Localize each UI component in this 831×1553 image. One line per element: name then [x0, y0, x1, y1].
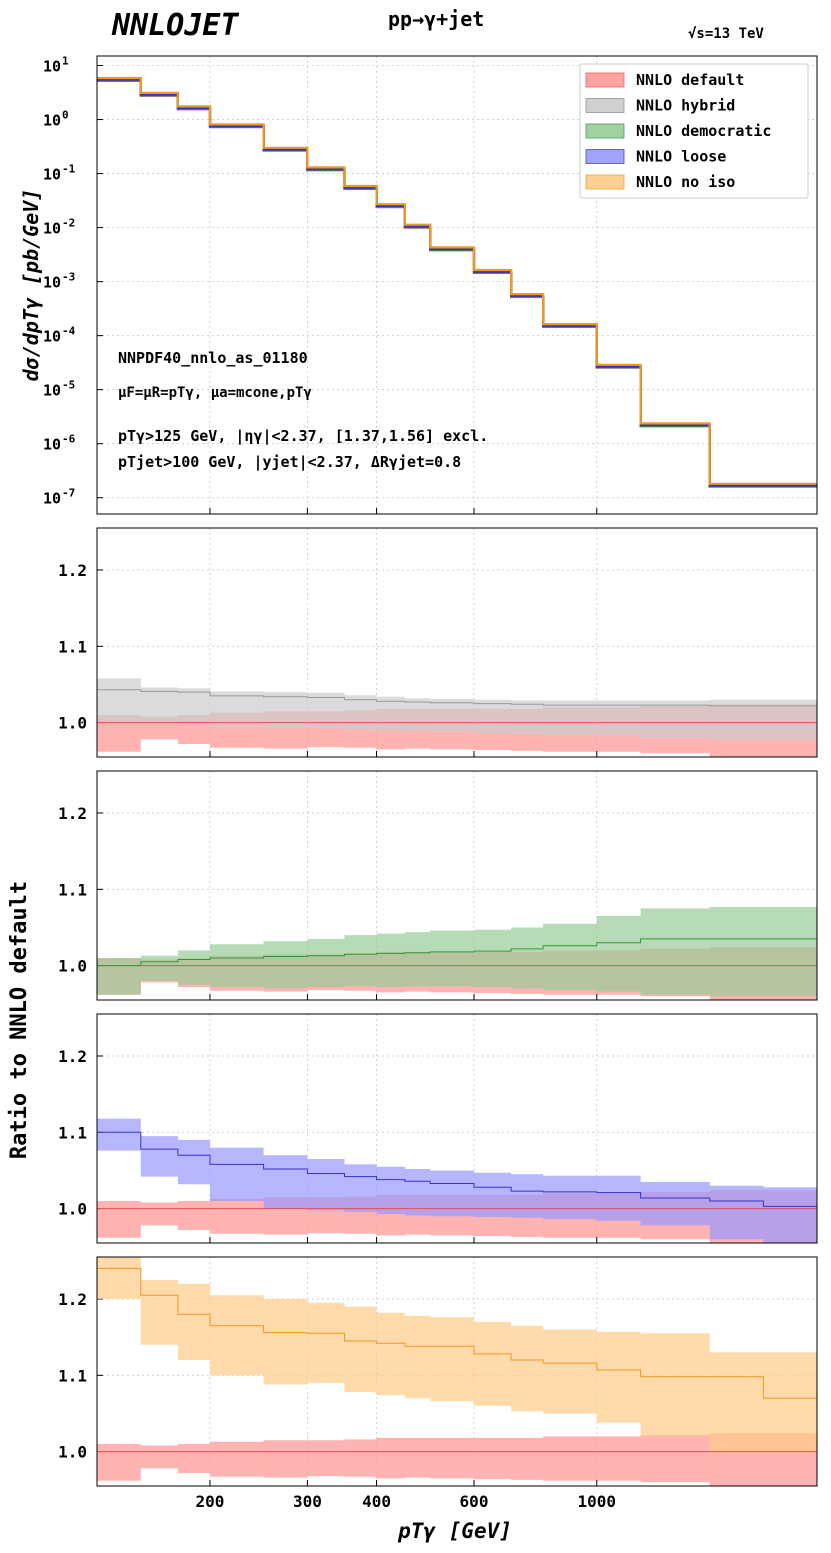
- y-tick-label: 1.0: [58, 714, 87, 733]
- top-panel-frame: [96, 55, 818, 515]
- y-axis-label-top: dσ/dpTγ [pb/GeV]: [19, 189, 43, 382]
- ratio-panel-frame: [96, 1013, 818, 1244]
- photon-cuts-annotation: pTγ>125 GeV, |ηγ|<2.37, [1.37,1.56] excl…: [118, 427, 488, 446]
- ratio-panel-frame: [96, 770, 818, 1001]
- y-tick-exponent: -6: [62, 433, 76, 446]
- y-tick-label: 10: [43, 436, 61, 454]
- y-tick-exponent: -1: [62, 163, 76, 176]
- y-tick-exponent: 0: [62, 109, 69, 122]
- y-tick-exponent: -3: [62, 271, 75, 284]
- ratio-panel-no-iso: 1.0 1.1 1.2 200 300 400 600 1000: [58, 1256, 818, 1511]
- variant-line: [97, 1131, 817, 1207]
- legend-label: NNLO hybrid: [636, 97, 735, 115]
- ratio-panel-democratic: 1.0 1.1 1.2: [58, 770, 818, 1001]
- variant-line: [97, 689, 817, 707]
- y-tick-label: 10: [43, 220, 61, 238]
- variant-line: [97, 938, 817, 967]
- variant-band: [97, 1118, 817, 1243]
- y-tick-label: 1.0: [58, 1443, 87, 1462]
- energy-label: √s=13 TeV: [688, 26, 764, 42]
- y-tick-label: 1.2: [58, 804, 87, 823]
- legend-swatch: [585, 72, 625, 88]
- ratio-bands: [97, 678, 817, 757]
- legend-swatch: [585, 98, 625, 113]
- x-tick-label: 400: [362, 1492, 391, 1511]
- y-tick-exponent: -5: [62, 379, 75, 392]
- process-title: pp→γ+jet: [388, 7, 484, 31]
- y-tick-label: 10: [43, 382, 61, 400]
- legend-label: NNLO default: [636, 71, 744, 89]
- y-tick-label: 10: [43, 490, 61, 508]
- y-tick-label: 1.1: [58, 1366, 87, 1385]
- x-axis-label: pTγ [GeV]: [397, 1519, 512, 1543]
- jet-cuts-annotation: pTjet>100 GeV, |yjet|<2.37, ΔRγjet=0.8: [118, 453, 461, 472]
- y-tick-label: 10: [43, 328, 61, 346]
- legend: NNLO default NNLO hybrid NNLO democratic NN…: [579, 63, 809, 199]
- y-tick-label: 10: [43, 274, 61, 292]
- y-tick-label: 1.2: [58, 1047, 87, 1066]
- y-tick-label: 10: [43, 58, 61, 76]
- y-tick-exponent: -4: [62, 325, 76, 338]
- legend-box: [579, 63, 809, 199]
- y-tick-label: 1.2: [58, 1290, 87, 1309]
- variant-band: [97, 1257, 817, 1454]
- ratio-panel-hybrid: 1.0 1.1 1.2: [58, 527, 818, 758]
- x-tick-label: 300: [293, 1492, 322, 1511]
- y-axis-label-ratio: Ratio to NNLO default: [7, 881, 32, 1159]
- legend-label: NNLO loose: [636, 148, 726, 166]
- x-tick-label: 1000: [578, 1492, 617, 1511]
- y-tick-label: 1.2: [58, 561, 87, 580]
- reference-band: [97, 1433, 817, 1486]
- ratio-bands: [97, 906, 817, 1000]
- legend-swatch: [585, 123, 625, 139]
- brand-title: NNLOJET: [111, 8, 239, 43]
- legend-label: NNLO democratic: [636, 122, 771, 140]
- x-tick-label: 600: [460, 1492, 489, 1511]
- legend-swatch: [585, 149, 625, 164]
- y-tick-label: 1.1: [58, 637, 87, 656]
- ratio-bands: [97, 1257, 817, 1486]
- y-tick-label: 10: [43, 166, 61, 184]
- variant-line: [97, 1267, 817, 1399]
- y-tick-label: 10: [43, 112, 61, 130]
- spectrum-series: [97, 76, 817, 488]
- legend-label: NNLO no iso: [636, 173, 735, 191]
- y-tick-label: 1.0: [58, 1200, 87, 1219]
- pdf-annotation: NNPDF40_nnlo_as_01180: [118, 349, 308, 367]
- y-tick-exponent: -7: [62, 487, 75, 500]
- ratio-panel-frame: [96, 1256, 818, 1487]
- ratio-panel-loose: 1.0 1.1 1.2: [58, 1013, 818, 1244]
- y-tick-exponent: -2: [62, 217, 75, 230]
- spectrum-line-nnlo-no-iso: [97, 76, 817, 485]
- x-tick-label: 200: [196, 1492, 225, 1511]
- variant-band: [97, 678, 817, 740]
- y-tick-label: 1.1: [58, 1123, 87, 1142]
- y-tick-label: 1.1: [58, 880, 87, 899]
- ratio-bands: [97, 1118, 817, 1243]
- ratio-panel-frame: [96, 527, 818, 758]
- scales-annotation: μF=μR=pTγ, μa=mcone,pTγ: [118, 385, 312, 401]
- legend-swatch: [585, 174, 625, 190]
- y-tick-exponent: 1: [62, 55, 69, 68]
- y-tick-label: 1.0: [58, 957, 87, 976]
